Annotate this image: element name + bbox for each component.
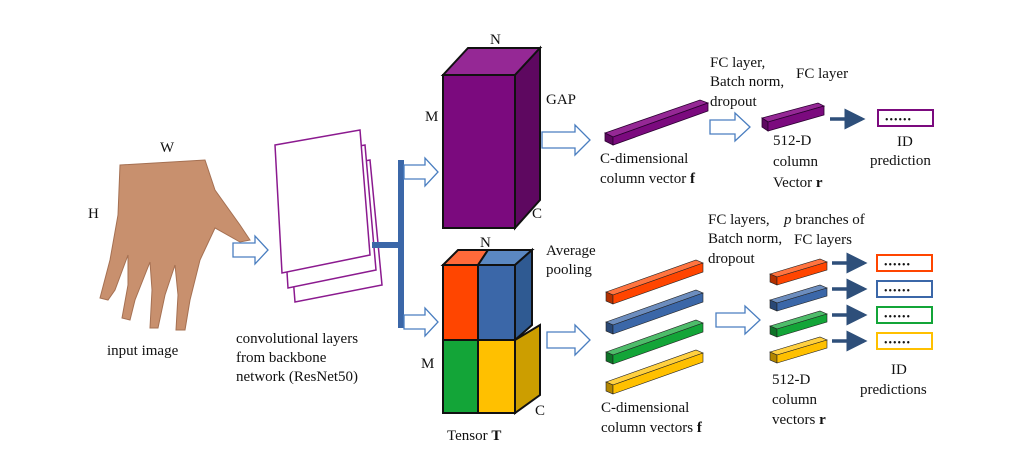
part-vector-f-bar <box>605 289 704 335</box>
global-vector-caption-line2: column vector f <box>600 171 696 187</box>
part-vector-r-bar <box>769 336 828 364</box>
part-tensor-m-label: M <box>421 356 434 372</box>
avg-pool-line2: pooling <box>546 262 592 278</box>
tensor-n-label: N <box>490 32 501 48</box>
part-vector-r-bar <box>769 284 828 312</box>
id-prediction-box <box>876 306 933 324</box>
part-vector-r-bar <box>769 258 828 286</box>
backbone-caption-line3: network (ResNet50) <box>236 369 358 385</box>
id-prediction-box <box>876 280 933 298</box>
global-id-prediction-box <box>877 109 934 127</box>
part-tensor <box>440 247 541 415</box>
part-pred-line2: predictions <box>860 382 927 398</box>
height-label: H <box>88 206 99 222</box>
arrow-icon <box>715 304 761 336</box>
prediction-dots: •••••• <box>884 312 911 323</box>
part-vector-r-bar <box>769 310 828 338</box>
split-connector <box>372 160 404 328</box>
arrow-icon <box>546 323 591 357</box>
tensor-c-label: C <box>532 206 542 222</box>
part-vectors-r <box>769 258 828 364</box>
global-vector-f <box>603 99 710 146</box>
branches-line2: FC layers <box>794 232 852 248</box>
part-vector-f-bar <box>605 349 704 395</box>
global-r-line2: column <box>773 154 818 170</box>
part-r-line1: 512-D <box>772 372 810 388</box>
part-vector-f-bar <box>605 319 704 365</box>
part-fc1-line2: Batch norm, <box>708 231 782 247</box>
part-id-predictions: •••••• •••••• •••••• •••••• <box>832 252 933 352</box>
id-prediction-box <box>876 332 933 350</box>
arrow-icon <box>403 306 439 338</box>
tensor-m-label: M <box>425 109 438 125</box>
prediction-dots: •••••• <box>884 260 911 271</box>
id-prediction-box <box>876 254 933 272</box>
part-vector-caption-line2: column vectors f <box>601 420 703 436</box>
fc1-label-line2: Batch norm, <box>710 74 784 90</box>
input-image <box>99 159 251 331</box>
arrow-icon <box>403 156 439 188</box>
arrow-icon <box>541 123 591 157</box>
part-fc1-line1: FC layers, <box>708 212 770 228</box>
part-vectors-f <box>605 259 704 395</box>
part-tensor-n-label: N <box>480 235 491 251</box>
global-tensor <box>440 45 543 231</box>
prediction-dots: •••••• <box>884 286 911 297</box>
global-pred-line1: ID <box>897 134 913 150</box>
arrow-icon <box>232 234 269 266</box>
avg-pool-line1: Average <box>546 243 596 259</box>
gap-label: GAP <box>546 92 576 108</box>
input-caption: input image <box>107 343 179 359</box>
part-pred-line1: ID <box>891 362 907 378</box>
fc2-label: FC layer <box>796 66 848 82</box>
branches-line1: p branches of <box>783 212 865 228</box>
fc1-label-line3: dropout <box>710 94 757 110</box>
backbone-layers-icon <box>274 129 383 303</box>
global-vector-caption-line1: C-dimensional <box>600 151 688 167</box>
part-vector-caption-line1: C-dimensional <box>601 400 689 416</box>
backbone-caption-line2: from backbone <box>236 350 327 366</box>
backbone-caption-line1: convolutional layers <box>236 331 358 347</box>
prediction-dots: •••••• <box>884 338 911 349</box>
global-vector-r <box>761 102 826 132</box>
global-r-line1: 512-D <box>773 133 811 149</box>
global-pred-dots: •••••• <box>885 115 912 126</box>
part-tensor-c-label: C <box>535 403 545 419</box>
global-pred-line2: prediction <box>870 153 931 169</box>
part-vector-f-bar <box>605 259 704 305</box>
part-fc1-line3: dropout <box>708 251 755 267</box>
part-r-line2: column <box>772 392 817 408</box>
arrow-icon <box>709 111 751 143</box>
part-r-line3: vectors r <box>772 412 826 428</box>
width-label: W <box>160 140 175 156</box>
global-r-line3: Vector r <box>773 175 823 191</box>
fc1-label-line1: FC layer, <box>710 55 765 71</box>
tensor-caption: Tensor T <box>447 428 501 444</box>
